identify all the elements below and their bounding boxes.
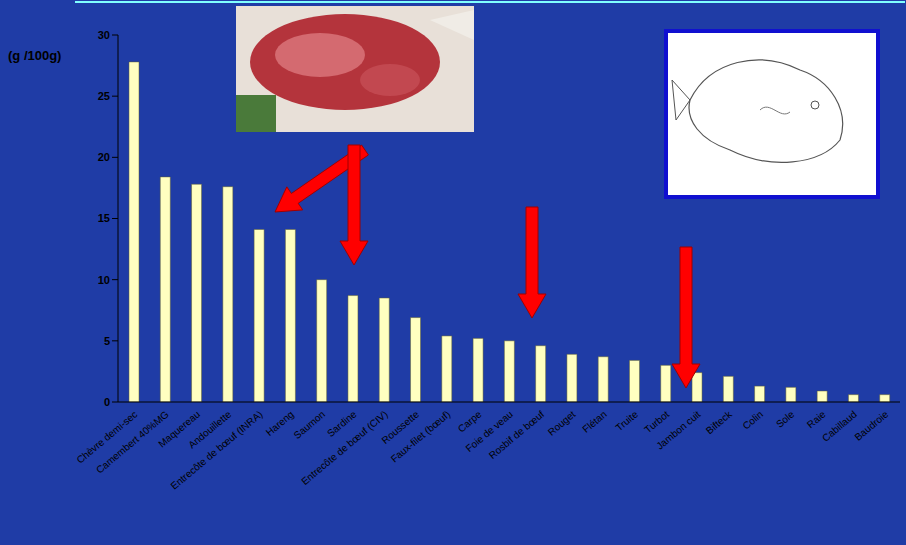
svg-text:Foie de veau: Foie de veau bbox=[463, 408, 515, 455]
svg-text:Chèvre demi-sec: Chèvre demi-sec bbox=[74, 408, 140, 466]
svg-text:Raie: Raie bbox=[805, 408, 828, 430]
svg-text:30: 30 bbox=[98, 29, 110, 41]
svg-text:Bifteck: Bifteck bbox=[704, 408, 735, 436]
svg-text:Maquereau: Maquereau bbox=[156, 408, 202, 450]
svg-text:Roussette: Roussette bbox=[379, 408, 421, 446]
svg-text:25: 25 bbox=[98, 90, 110, 102]
svg-text:Faux-filet (bœuf): Faux-filet (bœuf) bbox=[389, 409, 453, 465]
svg-text:Entrecôte de bœuf (INRA): Entrecôte de bœuf (INRA) bbox=[169, 409, 265, 492]
svg-text:Hareng: Hareng bbox=[264, 409, 296, 439]
svg-text:Saumon: Saumon bbox=[292, 409, 328, 441]
svg-text:Entrecôte de bœuf (CIV): Entrecôte de bœuf (CIV) bbox=[299, 409, 390, 487]
svg-text:Rouget: Rouget bbox=[546, 408, 578, 437]
svg-text:15: 15 bbox=[98, 212, 110, 224]
html-text:(g /100g): (g /100g) bbox=[8, 48, 62, 63]
svg-text:Baudroie: Baudroie bbox=[852, 408, 890, 442]
svg-text:Carpe: Carpe bbox=[456, 408, 484, 434]
svg-text:Sardine: Sardine bbox=[325, 408, 359, 440]
svg-text:Rosbif de bœuf: Rosbif de bœuf bbox=[487, 408, 547, 461]
svg-text:Colin: Colin bbox=[741, 409, 766, 432]
svg-text:Sole: Sole bbox=[774, 408, 797, 430]
svg-text:Turbot: Turbot bbox=[642, 408, 672, 436]
svg-text:Truite: Truite bbox=[614, 408, 641, 433]
svg-text:Camembert 40%MG: Camembert 40%MG bbox=[93, 408, 171, 476]
svg-text:20: 20 bbox=[98, 151, 110, 163]
svg-text:Flétan: Flétan bbox=[580, 409, 608, 435]
svg-text:5: 5 bbox=[104, 335, 110, 347]
svg-text:0: 0 bbox=[104, 396, 110, 408]
svg-text:10: 10 bbox=[98, 274, 110, 286]
svg-text:Cabillaud: Cabillaud bbox=[820, 409, 859, 444]
svg-text:Jambon cuit: Jambon cuit bbox=[654, 408, 703, 451]
svg-text:Andouillette: Andouillette bbox=[186, 408, 234, 451]
